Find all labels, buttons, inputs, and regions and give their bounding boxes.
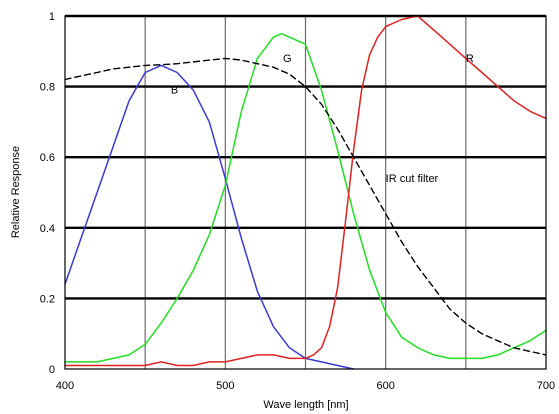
x-tick-label: 500 — [216, 380, 234, 392]
x-tick-label: 600 — [376, 380, 394, 392]
y-tick-label: 1 — [49, 11, 55, 23]
series-label-b: B — [171, 85, 178, 97]
y-tick-label: 0.2 — [40, 293, 55, 305]
x-tick-label: 400 — [56, 380, 74, 392]
x-tick-label: 700 — [537, 380, 555, 392]
y-axis-label: Relative Response — [10, 146, 22, 238]
series-label-g: G — [283, 53, 292, 65]
series-labels: B G R IR cut filter — [171, 53, 474, 185]
series-line-ir-cut-filter — [64, 57, 547, 356]
y-tick-label: 0 — [49, 364, 55, 376]
series-label-ir-cut-filter: IR cut filter — [386, 173, 439, 185]
series-label-r: R — [466, 53, 474, 65]
y-tick-label: 0.4 — [40, 223, 55, 235]
series-line-g — [64, 32, 547, 363]
y-tick-label: 0.8 — [40, 82, 55, 94]
y-tick-label: 0.6 — [40, 152, 55, 164]
series-line-r — [64, 15, 547, 367]
series-lines — [64, 15, 547, 370]
plot-frame — [64, 15, 547, 370]
tick-labels: 400 500 600 700 0 0.2 0.4 0.6 0.8 1 — [40, 11, 555, 392]
x-axis-label: Wave length [nm] — [263, 399, 348, 411]
plot-border — [64, 15, 547, 370]
